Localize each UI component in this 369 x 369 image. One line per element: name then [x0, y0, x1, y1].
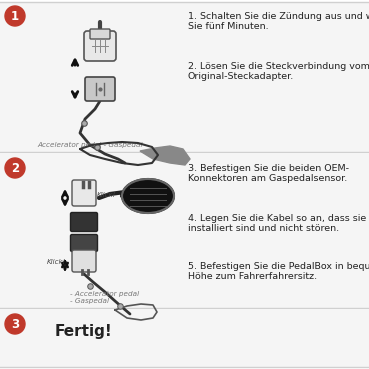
- Circle shape: [5, 158, 25, 178]
- Text: 1. Schalten Sie die Zündung aus und warten
Sie fünf Minuten.: 1. Schalten Sie die Zündung aus und wart…: [188, 12, 369, 31]
- Text: - Accelerator pedal
- Gaspedal: - Accelerator pedal - Gaspedal: [70, 291, 139, 304]
- Text: 5. Befestigen Sie die PedalBox in bequemer
Höhe zum Fahrerfahrersitz.: 5. Befestigen Sie die PedalBox in bequem…: [188, 262, 369, 282]
- FancyBboxPatch shape: [84, 31, 116, 61]
- Text: Accelerator pedal - Gaspedal: Accelerator pedal - Gaspedal: [37, 142, 143, 148]
- FancyBboxPatch shape: [85, 77, 115, 101]
- Text: 4. Legen Sie die Kabel so an, dass sie fest
installiert sind und nicht stören.: 4. Legen Sie die Kabel so an, dass sie f…: [188, 214, 369, 234]
- Ellipse shape: [122, 179, 174, 213]
- FancyBboxPatch shape: [70, 213, 97, 231]
- Text: Klick!: Klick!: [97, 192, 116, 198]
- Text: 1: 1: [11, 10, 19, 23]
- FancyBboxPatch shape: [90, 29, 110, 39]
- Bar: [0, 2, 369, 152]
- Text: 2. Lösen Sie die Steckverbindung vom
Original-Steckadapter.: 2. Lösen Sie die Steckverbindung vom Ori…: [188, 62, 369, 82]
- FancyBboxPatch shape: [72, 250, 96, 272]
- Bar: [0, 154, 369, 308]
- Circle shape: [5, 6, 25, 26]
- Text: Klick!: Klick!: [47, 259, 66, 265]
- FancyBboxPatch shape: [72, 180, 96, 206]
- FancyBboxPatch shape: [70, 235, 97, 252]
- Text: 2: 2: [11, 162, 19, 175]
- Circle shape: [5, 314, 25, 334]
- Polygon shape: [140, 146, 190, 165]
- Text: 3: 3: [11, 317, 19, 331]
- Text: Fertig!: Fertig!: [55, 324, 113, 339]
- Text: 3. Befestigen Sie die beiden OEM-
Konnektoren am Gaspedalsensor.: 3. Befestigen Sie die beiden OEM- Konnek…: [188, 164, 349, 183]
- Bar: [0, 310, 369, 367]
